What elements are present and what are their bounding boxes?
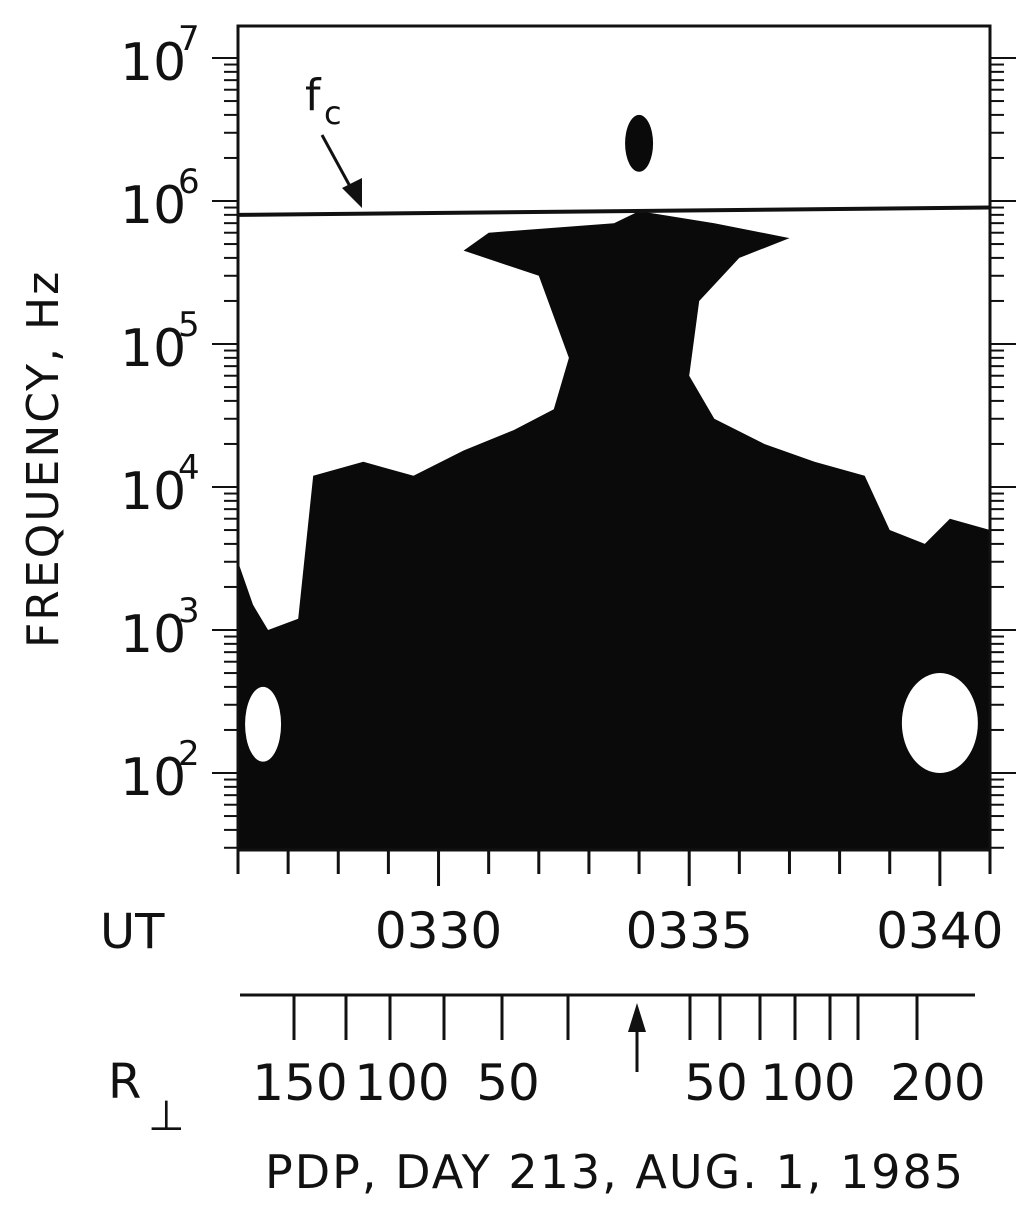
rperp-tick-label: 200 — [890, 1054, 985, 1112]
rperp-tick-label: 100 — [760, 1054, 855, 1112]
y-axis-title: FREQUENCY, Hz — [18, 270, 69, 648]
y-tick-label: 10 — [120, 605, 186, 665]
y-tick-exponent: 4 — [178, 448, 200, 488]
closest-approach-arrow-head — [628, 1003, 646, 1032]
y-tick-label: 10 — [120, 462, 186, 522]
x-axis-ticks — [236, 850, 992, 886]
fc-annotation: f c — [305, 70, 362, 208]
x-tick-label: 0340 — [876, 902, 1003, 960]
y-tick-exponent: 6 — [178, 162, 200, 202]
rperp-axis-labels: 150 100 50 50 100 200 — [252, 1054, 985, 1112]
fc-label-base: f — [305, 70, 322, 121]
fc-line — [237, 205, 991, 217]
x-axis-title-ut: UT — [100, 904, 165, 960]
figure-caption: PDP, DAY 213, AUG. 1, 1985 — [265, 1145, 965, 1199]
isolated-features — [245, 114, 978, 773]
plot-frame — [236, 24, 992, 852]
y-tick-label: 10 — [120, 176, 186, 236]
quiet-gap-right — [901, 673, 978, 773]
y-axis-ticks — [212, 57, 1016, 849]
quiet-gap-left — [245, 686, 282, 762]
rperp-tick-label: 50 — [476, 1054, 540, 1112]
rperp-axis-ticks — [292, 995, 919, 1040]
rperp-tick-label: 100 — [354, 1054, 449, 1112]
rperp-label-base: R — [108, 1054, 141, 1110]
x-axis-labels: 0330 0335 0340 — [375, 902, 1004, 960]
noise-region — [238, 211, 990, 851]
emission-above-fc — [625, 114, 654, 172]
y-tick-label: 10 — [120, 319, 186, 379]
rperp-tick-label: 50 — [684, 1054, 748, 1112]
y-tick-exponent: 5 — [178, 305, 200, 345]
x-tick-label: 0335 — [626, 902, 753, 960]
fc-arrow — [320, 134, 354, 191]
rperp-tick-label: 150 — [252, 1054, 347, 1112]
y-tick-exponent: 2 — [178, 734, 200, 774]
rperp-label-sub: ⊥ — [148, 1091, 185, 1140]
y-tick-exponent: 7 — [178, 19, 200, 59]
y-tick-exponent: 3 — [178, 591, 200, 631]
y-tick-label: 10 — [120, 748, 186, 808]
y-tick-label: 10 — [120, 33, 186, 93]
fc-arrow-head — [342, 178, 362, 208]
fc-label-sub: c — [324, 94, 342, 132]
x-tick-label: 0330 — [375, 902, 502, 960]
